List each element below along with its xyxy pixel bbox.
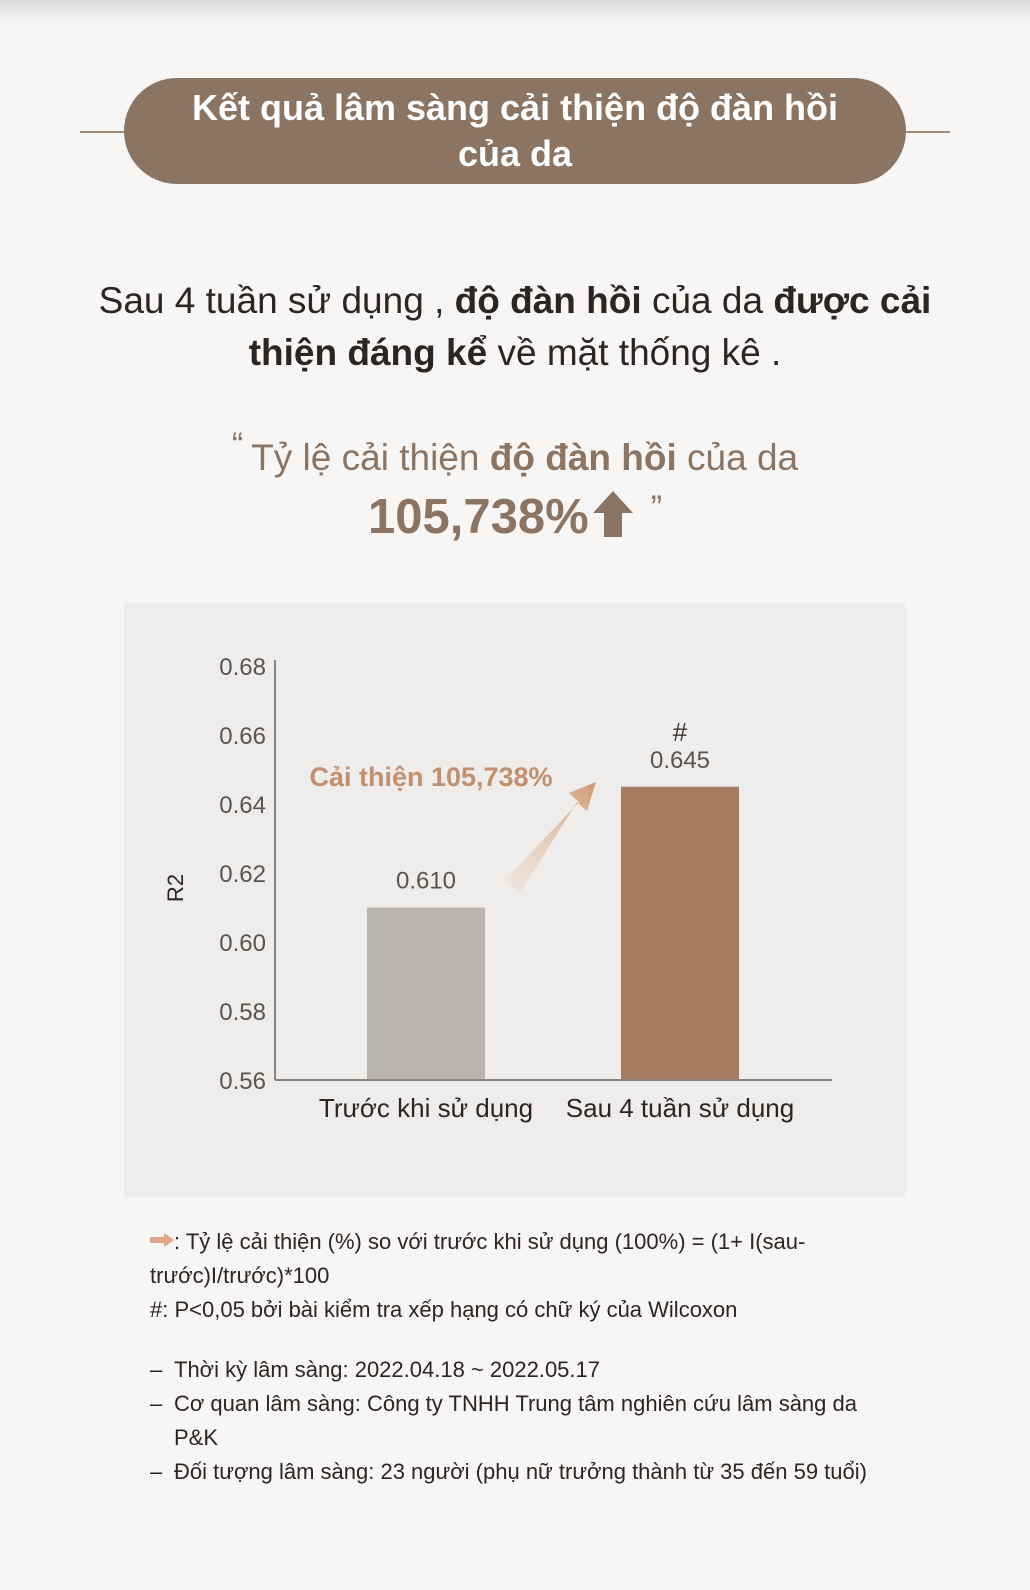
improvement-annotation: Cải thiện 105,738% bbox=[309, 762, 552, 792]
significance-note: #: P<0,05 bởi bài kiểm tra xếp hạng có c… bbox=[150, 1297, 738, 1322]
footnotes: : Tỷ lệ cải thiện (%) so với trước khi s… bbox=[150, 1225, 890, 1489]
y-tick-label: 0.60 bbox=[219, 930, 266, 957]
bar-2 bbox=[621, 786, 739, 1080]
list-item: Đối tượng lâm sàng: 23 người (phụ nữ trư… bbox=[150, 1455, 890, 1489]
headline-text-1: Sau 4 tuần sử dụng , bbox=[98, 280, 455, 321]
headline: Sau 4 tuần sử dụng , độ đàn hồi của da đ… bbox=[60, 275, 970, 379]
list-item: Cơ quan lâm sàng: Công ty TNHH Trung tâm… bbox=[150, 1387, 890, 1455]
y-tick-label: 0.58 bbox=[219, 999, 266, 1026]
list-item: Thời kỳ lâm sàng: 2022.04.18 ~ 2022.05.1… bbox=[150, 1353, 890, 1387]
page-title-line-1: Kết quả lâm sàng cải thiện độ đàn hồi bbox=[191, 87, 839, 128]
y-axis-label: R2 bbox=[163, 874, 188, 902]
formula-note-text: : Tỷ lệ cải thiện (%) so với trước khi s… bbox=[150, 1229, 806, 1288]
open-quote-mark: “ bbox=[231, 426, 244, 464]
close-quote-mark: ” bbox=[650, 489, 663, 527]
improvement-highlight: 105,738% ” bbox=[60, 478, 970, 547]
title-divider-left bbox=[80, 131, 130, 133]
y-tick-label: 0.56 bbox=[219, 1068, 266, 1095]
title-banner: Kết quả lâm sàng cải thiện độ đàn hồi củ… bbox=[0, 78, 1030, 184]
bar-chart-svg: Cải thiện 105,738% 0.56 0.58 0.60 0.62 0.64 0… bbox=[163, 654, 832, 1123]
headline-bold-2: được cải thiện đáng kể bbox=[248, 280, 932, 373]
bar-1 bbox=[367, 907, 485, 1080]
bar-value-label: 0.645 bbox=[650, 747, 710, 774]
y-tick-label: 0.66 bbox=[219, 723, 266, 750]
improvement-value: 105,738% bbox=[367, 490, 589, 544]
quote-text-2: của da bbox=[676, 437, 799, 478]
bar-chart: Cải thiện 105,738% 0.56 0.58 0.60 0.62 0.64 0… bbox=[124, 602, 906, 1198]
x-tick-label: Sau 4 tuần sử dụng bbox=[566, 1093, 794, 1123]
x-tick-label: Trước khi sử dụng bbox=[319, 1093, 533, 1123]
page-title: Kết quả lâm sàng cải thiện độ đàn hồi củ… bbox=[124, 78, 906, 184]
improvement-arrow-icon bbox=[505, 782, 596, 894]
clinical-info-list: Thời kỳ lâm sàng: 2022.04.18 ~ 2022.05.1… bbox=[150, 1353, 890, 1489]
title-divider-right bbox=[900, 131, 950, 133]
page-title-line-2: của da bbox=[457, 133, 573, 174]
quote-line: “Tỷ lệ cải thiện độ đàn hồi của da bbox=[60, 420, 970, 483]
quote-bold: độ đàn hồi bbox=[489, 437, 677, 478]
headline-bold-1: độ đàn hồi bbox=[454, 280, 642, 321]
formula-note: : Tỷ lệ cải thiện (%) so với trước khi s… bbox=[150, 1225, 890, 1293]
headline-text-2: của da bbox=[641, 280, 774, 321]
headline-text-3: về mặt thống kê . bbox=[487, 332, 782, 373]
arrow-right-icon bbox=[150, 1233, 174, 1247]
significance-mark: # bbox=[673, 717, 688, 747]
top-shadow bbox=[0, 0, 1030, 22]
quote-text-1: Tỷ lệ cải thiện bbox=[251, 437, 490, 478]
bar-value-label: 0.610 bbox=[396, 868, 456, 895]
y-tick-label: 0.68 bbox=[219, 654, 266, 681]
y-tick-label: 0.62 bbox=[219, 861, 266, 888]
y-tick-label: 0.64 bbox=[219, 792, 266, 819]
arrow-up-icon bbox=[592, 491, 633, 537]
